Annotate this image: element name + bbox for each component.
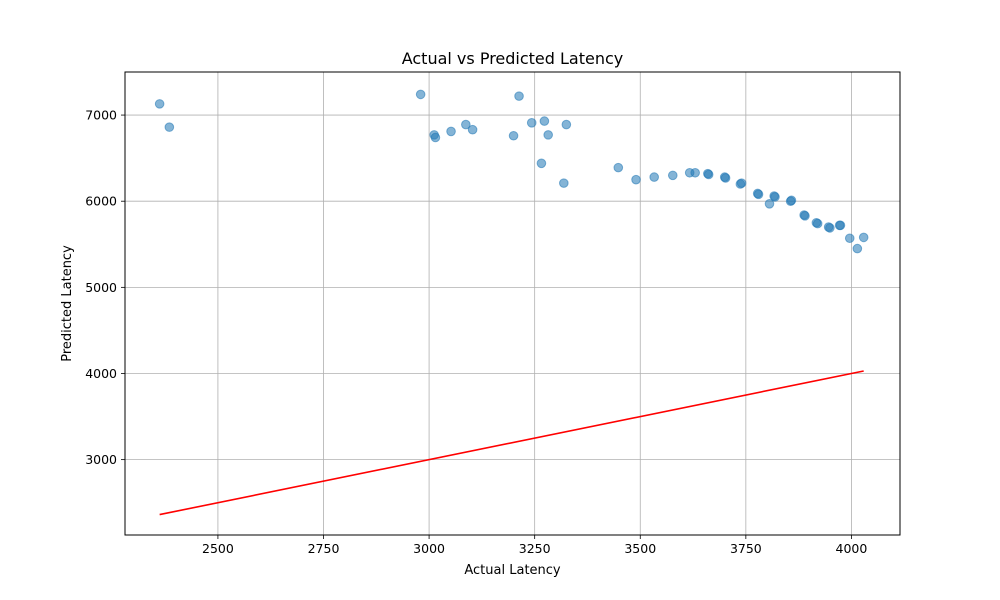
data-point	[539, 116, 550, 126]
data-point	[844, 233, 855, 244]
data-point	[703, 169, 714, 180]
data-point	[852, 243, 863, 254]
x-tick-label: 3000	[413, 541, 445, 556]
data-point	[736, 178, 747, 188]
data-point	[415, 89, 426, 100]
data-point	[514, 91, 524, 101]
y-axis-ticks: 3000 4000 5000 6000 7000	[85, 108, 125, 467]
x-tick-label: 4000	[836, 541, 868, 556]
y-tick-label: 7000	[85, 108, 117, 123]
data-point	[667, 170, 678, 181]
plot-area-frame	[124, 71, 901, 536]
data-point	[561, 119, 572, 130]
data-point	[536, 158, 547, 169]
reference-line-layer	[159, 370, 864, 516]
y-tick-label: 4000	[85, 366, 117, 381]
data-point	[446, 126, 456, 137]
data-point	[764, 198, 775, 209]
data-point	[690, 167, 700, 178]
y-tick-label: 5000	[85, 280, 117, 295]
data-points	[154, 89, 869, 254]
x-axis-ticks: 2500 2750 3000 3250 3500 3750 4000	[202, 535, 867, 556]
x-tick-label: 3750	[730, 541, 762, 556]
chart-title: Actual vs Predicted Latency	[402, 49, 624, 68]
data-point	[631, 174, 641, 185]
data-point	[467, 124, 478, 135]
data-point	[543, 130, 553, 140]
data-point	[835, 220, 846, 231]
y-tick-label: 6000	[85, 194, 117, 209]
data-point	[526, 118, 537, 128]
data-point	[858, 232, 869, 243]
data-point	[825, 223, 835, 233]
x-tick-label: 3500	[624, 541, 656, 556]
y-tick-label: 3000	[85, 452, 117, 467]
y-axis-label: Predicted Latency	[60, 245, 75, 362]
data-point	[154, 99, 165, 109]
data-point	[430, 132, 441, 143]
x-tick-label: 2750	[308, 541, 340, 556]
data-point	[613, 162, 624, 173]
data-point	[786, 195, 797, 206]
data-point	[508, 130, 519, 141]
data-point	[800, 211, 810, 221]
x-axis-label: Actual Latency	[464, 563, 561, 578]
data-point	[720, 173, 731, 183]
data-point	[770, 192, 780, 202]
reference-line	[159, 370, 864, 516]
data-point	[812, 218, 823, 229]
data-point	[461, 119, 471, 130]
data-point	[649, 172, 659, 182]
grid	[125, 72, 900, 535]
data-point	[753, 189, 764, 200]
data-point	[559, 178, 569, 188]
data-point	[164, 122, 175, 132]
x-tick-label: 2500	[202, 541, 234, 556]
x-tick-label: 3250	[519, 541, 551, 556]
